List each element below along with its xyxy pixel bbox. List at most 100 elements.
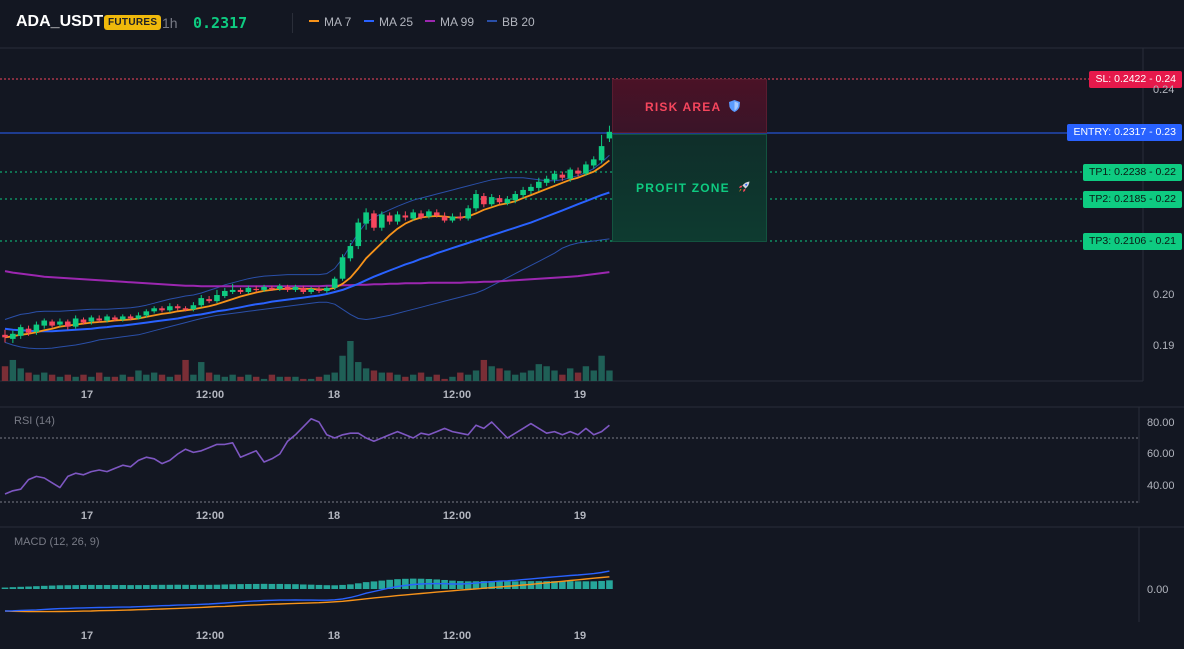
macd-histogram-bar xyxy=(72,585,79,589)
candle-body xyxy=(512,194,519,201)
volume-bar xyxy=(158,374,166,381)
macd-histogram-bar xyxy=(127,585,134,589)
macd-histogram-bar xyxy=(566,581,574,589)
volume-bar xyxy=(535,364,542,381)
stop-loss-tag[interactable]: SL: 0.2422 - 0.24 xyxy=(1089,71,1182,88)
volume-bar xyxy=(433,374,440,381)
volume-bar xyxy=(25,372,32,381)
candle-body xyxy=(473,194,479,209)
volume-bar xyxy=(590,370,597,381)
volume-bar xyxy=(567,368,574,381)
volume-bar xyxy=(472,370,480,381)
candle-body xyxy=(2,334,8,338)
candle-body xyxy=(206,299,212,302)
candle-body xyxy=(49,321,55,326)
macd-tick-0: 0.00 xyxy=(1147,584,1169,596)
candle-body xyxy=(269,287,275,290)
tp3-tag[interactable]: TP3: 0.2106 - 0.21 xyxy=(1083,233,1182,250)
candle-body xyxy=(80,319,87,323)
macd-histogram-bar xyxy=(80,585,87,589)
macd-histogram-bar xyxy=(402,578,409,589)
chart-header: ADA_USDT FUTURES 1h 0.2317 MA 7 MA 25 MA… xyxy=(0,0,1184,48)
volume-bar xyxy=(96,372,103,381)
macd-histogram-bar xyxy=(150,584,158,589)
bollinger-upper-line xyxy=(4,154,610,320)
macd-histogram-bar xyxy=(559,581,566,589)
legend-bb20[interactable]: BB 20 xyxy=(487,15,535,29)
volume-bar xyxy=(237,376,244,381)
volume-bar xyxy=(9,359,17,381)
legend-ma25[interactable]: MA 25 xyxy=(364,15,413,29)
volume-bar xyxy=(135,370,142,381)
ma25-swatch xyxy=(364,19,374,22)
volume-bar xyxy=(33,374,40,381)
volume-bar xyxy=(362,368,370,381)
risk-area-label: RISK AREA xyxy=(645,100,741,115)
macd-title[interactable]: MACD (12, 26, 9) xyxy=(14,536,100,548)
volume-bar xyxy=(480,359,488,381)
legend-ma99[interactable]: MA 99 xyxy=(425,15,474,29)
volume-bar xyxy=(221,376,228,381)
rsi-title[interactable]: RSI (14) xyxy=(14,415,55,427)
candle-body xyxy=(292,286,299,290)
candle-body xyxy=(441,216,448,221)
candle-body xyxy=(347,246,354,259)
volume-bar xyxy=(378,372,385,381)
volume-bar xyxy=(551,370,558,381)
candle-body xyxy=(606,131,613,139)
volume-bar xyxy=(464,374,472,381)
volume-bar xyxy=(512,374,519,381)
candle-body xyxy=(104,316,110,321)
candle-body xyxy=(543,178,550,183)
volume-bar xyxy=(276,376,283,381)
candle-body xyxy=(159,308,165,311)
macd-histogram-bar xyxy=(33,586,40,589)
profit-zone xyxy=(612,134,767,242)
timeframe-selector[interactable]: 1h xyxy=(162,15,178,31)
macd-histogram-bar xyxy=(9,587,17,589)
macd-histogram-bar xyxy=(488,581,495,589)
price-axis-label-2: 0.19 xyxy=(1153,340,1175,352)
candle-body xyxy=(190,305,197,310)
entry-tag[interactable]: ENTRY: 0.2317 - 0.23 xyxy=(1067,124,1182,141)
volume-bar xyxy=(17,368,24,381)
rsi-time-1200-a: 12:00 xyxy=(195,510,225,522)
last-price: 0.2317 xyxy=(193,14,248,32)
volume-bar xyxy=(174,374,181,381)
tp1-tag[interactable]: TP1: 0.2238 - 0.22 xyxy=(1083,164,1182,181)
volume-bar xyxy=(339,355,346,381)
macd-histogram-bar xyxy=(347,584,354,589)
macd-histogram-bar xyxy=(190,584,197,589)
tp2-tag[interactable]: TP2: 0.2185 - 0.22 xyxy=(1083,191,1182,208)
volume-bar xyxy=(111,376,119,381)
macd-histogram-bar xyxy=(260,583,268,589)
macd-histogram-bar xyxy=(205,584,213,589)
legend-ma7[interactable]: MA 7 xyxy=(309,15,351,29)
macd-line xyxy=(4,570,610,612)
macd-histogram-bar xyxy=(229,584,236,589)
candle-body xyxy=(222,290,228,297)
volume-bar xyxy=(449,376,456,381)
macd-histogram-bar xyxy=(535,581,543,589)
macd-histogram-bar xyxy=(386,579,393,589)
candle-body xyxy=(410,212,416,219)
macd-histogram-bar xyxy=(370,581,378,589)
candle-body xyxy=(253,288,259,291)
candle-body xyxy=(25,328,32,333)
volume-bar xyxy=(41,372,48,381)
volume-bar xyxy=(347,341,354,381)
candle-body xyxy=(198,298,205,306)
macd-time-19: 19 xyxy=(573,630,587,642)
rocket-icon xyxy=(738,181,750,196)
candle-body xyxy=(394,214,401,222)
candle-body xyxy=(41,320,48,326)
macd-histogram-bar xyxy=(590,581,598,589)
macd-histogram-bar xyxy=(331,585,338,589)
candle-body xyxy=(481,196,487,205)
volume-bar xyxy=(143,374,150,381)
symbol-name[interactable]: ADA_USDT xyxy=(16,13,104,30)
volume-bar xyxy=(56,376,64,381)
macd-histogram-bar xyxy=(464,581,472,589)
rsi-time-19: 19 xyxy=(573,510,587,522)
